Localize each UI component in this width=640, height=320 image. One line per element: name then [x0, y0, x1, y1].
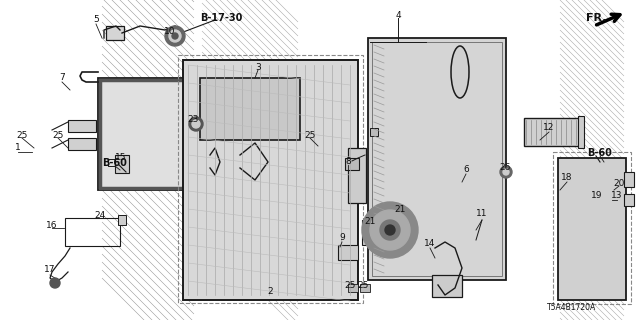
Text: 20: 20	[613, 179, 625, 188]
Text: FR.: FR.	[586, 13, 606, 23]
Text: 7: 7	[59, 74, 65, 83]
Text: 1: 1	[15, 143, 21, 153]
Text: 25: 25	[52, 131, 64, 140]
Bar	[624, 194, 634, 206]
Circle shape	[189, 117, 203, 131]
Text: 16: 16	[46, 220, 58, 229]
Text: 8: 8	[345, 157, 351, 166]
Text: 25: 25	[304, 131, 316, 140]
Bar	[368, 38, 506, 280]
Bar	[118, 215, 126, 225]
Text: 3: 3	[255, 62, 261, 71]
Bar	[202, 80, 298, 138]
Bar	[65, 218, 120, 246]
Bar	[345, 158, 359, 170]
Bar	[372, 42, 502, 276]
Circle shape	[169, 30, 181, 42]
Text: 12: 12	[543, 124, 555, 132]
Circle shape	[503, 169, 509, 175]
Text: 4: 4	[395, 11, 401, 20]
Text: 21: 21	[364, 218, 376, 227]
Bar	[102, 82, 194, 186]
Circle shape	[165, 26, 185, 46]
Bar	[360, 284, 370, 292]
Text: 6: 6	[463, 165, 469, 174]
Bar	[348, 284, 358, 292]
Text: 24: 24	[94, 211, 106, 220]
Bar	[553, 152, 631, 304]
Text: 25: 25	[16, 131, 28, 140]
Text: 5: 5	[93, 15, 99, 25]
Text: 15: 15	[115, 153, 127, 162]
Bar	[178, 55, 363, 303]
Bar	[200, 78, 300, 140]
Bar	[115, 155, 129, 173]
Bar	[578, 116, 584, 148]
Circle shape	[500, 166, 512, 178]
Text: B-60: B-60	[102, 158, 127, 168]
Ellipse shape	[451, 46, 469, 98]
Bar	[558, 158, 626, 300]
Bar	[362, 220, 380, 245]
Text: 10: 10	[164, 28, 176, 36]
Bar	[183, 60, 358, 300]
Text: B-60: B-60	[588, 148, 612, 158]
Text: 18: 18	[561, 173, 573, 182]
Circle shape	[370, 210, 410, 250]
Bar	[560, 160, 624, 298]
Text: 19: 19	[591, 191, 603, 201]
Text: T5A4B1720A: T5A4B1720A	[547, 303, 596, 313]
Bar	[370, 128, 378, 136]
Text: B-17-30: B-17-30	[200, 13, 242, 23]
Circle shape	[50, 278, 60, 288]
Circle shape	[380, 220, 400, 240]
Bar	[100, 80, 196, 188]
Circle shape	[172, 33, 178, 39]
Circle shape	[362, 202, 418, 258]
Text: 21: 21	[394, 205, 406, 214]
Text: 14: 14	[424, 238, 436, 247]
Text: 11: 11	[476, 209, 488, 218]
Bar	[624, 172, 634, 187]
Text: 13: 13	[611, 191, 623, 201]
Text: 9: 9	[339, 234, 345, 243]
Bar	[68, 138, 96, 150]
Bar	[524, 118, 582, 146]
Bar	[432, 275, 462, 297]
Text: 2: 2	[267, 286, 273, 295]
Bar	[106, 26, 124, 40]
Text: 17: 17	[44, 266, 56, 275]
Text: 26: 26	[499, 164, 511, 172]
Bar	[348, 148, 366, 203]
Bar	[98, 78, 198, 190]
Bar	[68, 120, 96, 132]
Circle shape	[385, 225, 395, 235]
Bar	[338, 245, 358, 260]
Text: 23: 23	[188, 116, 198, 124]
Circle shape	[192, 120, 200, 128]
Text: 25: 25	[357, 281, 369, 290]
Text: 25: 25	[344, 281, 356, 290]
